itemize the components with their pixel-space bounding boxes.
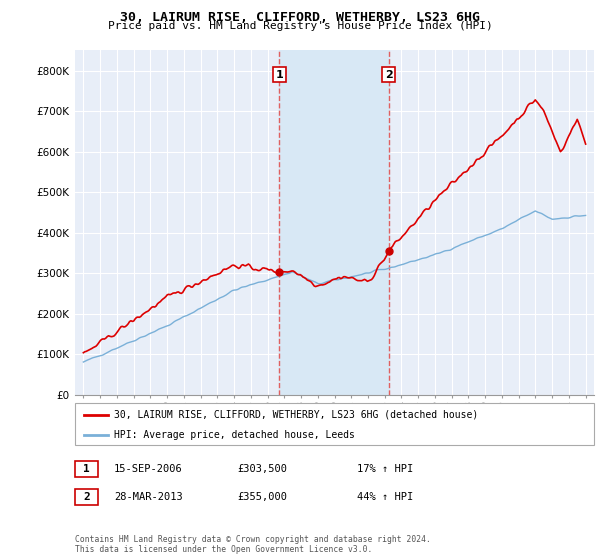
Text: 30, LAIRUM RISE, CLIFFORD, WETHERBY, LS23 6HG (detached house): 30, LAIRUM RISE, CLIFFORD, WETHERBY, LS2… (114, 410, 478, 420)
Bar (280, 50, 389, 395)
Text: 1: 1 (275, 69, 283, 80)
Text: 44% ↑ HPI: 44% ↑ HPI (357, 492, 413, 502)
Text: 1: 1 (83, 464, 90, 474)
Text: 28-MAR-2013: 28-MAR-2013 (114, 492, 183, 502)
Text: £303,500: £303,500 (237, 464, 287, 474)
Text: 2: 2 (83, 492, 90, 502)
Text: This data is licensed under the Open Government Licence v3.0.: This data is licensed under the Open Gov… (75, 545, 373, 554)
Text: 15-SEP-2006: 15-SEP-2006 (114, 464, 183, 474)
Text: HPI: Average price, detached house, Leeds: HPI: Average price, detached house, Leed… (114, 430, 355, 440)
Text: Contains HM Land Registry data © Crown copyright and database right 2024.: Contains HM Land Registry data © Crown c… (75, 535, 431, 544)
Text: 30, LAIRUM RISE, CLIFFORD, WETHERBY, LS23 6HG: 30, LAIRUM RISE, CLIFFORD, WETHERBY, LS2… (120, 11, 480, 24)
Text: Price paid vs. HM Land Registry's House Price Index (HPI): Price paid vs. HM Land Registry's House … (107, 21, 493, 31)
Text: 2: 2 (385, 69, 392, 80)
Text: 17% ↑ HPI: 17% ↑ HPI (357, 464, 413, 474)
Text: £355,000: £355,000 (237, 492, 287, 502)
